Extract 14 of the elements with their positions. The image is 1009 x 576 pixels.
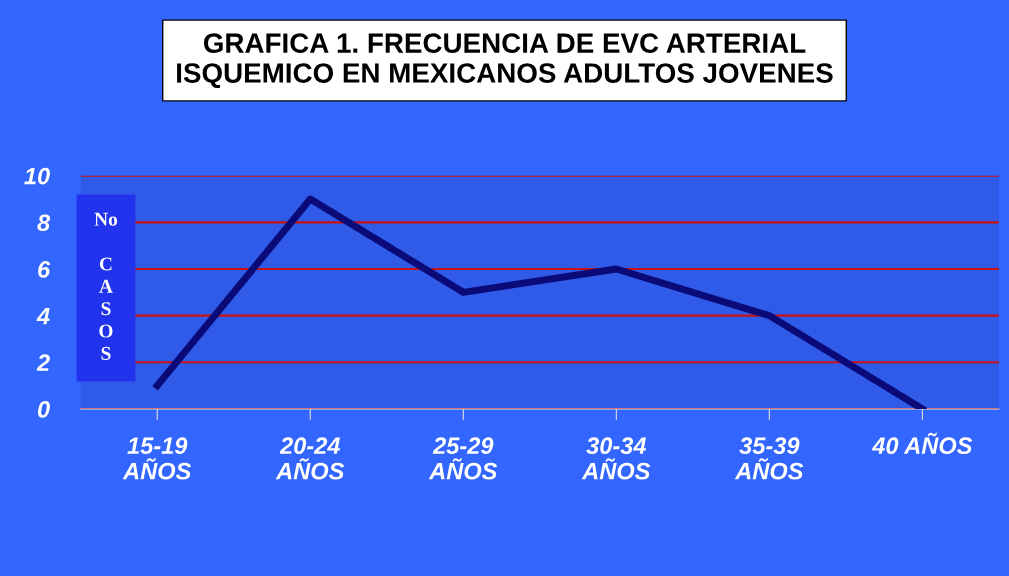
x-tick-label: 15-19 AÑOS	[122, 437, 192, 480]
x-tick-label: 20-24 AÑOS	[275, 437, 345, 480]
y-tick-label: 6	[38, 261, 51, 278]
chart-title: GRAFICA 1. FRECUENCIA DE EVC ARTERIAL ISQUEMICO EN MEXICANOS ADULTOS JOVENES	[177, 33, 833, 89]
text: No CASOS	[94, 212, 118, 360]
y-tick-label: 10	[24, 167, 50, 185]
x-tick-label: 30-34 AÑOS	[581, 437, 651, 480]
x-tick-label: 35-39 AÑOS	[734, 437, 804, 480]
y-tick-label: 8	[37, 214, 51, 232]
x-tick-label: 40 AÑOS	[871, 432, 973, 455]
x-tick-label: 25-29 AÑOS	[428, 437, 498, 480]
y-tick-label: 0	[38, 401, 50, 418]
y-tick-label: 4	[36, 307, 50, 325]
y-tick-label: 2	[36, 354, 50, 371]
